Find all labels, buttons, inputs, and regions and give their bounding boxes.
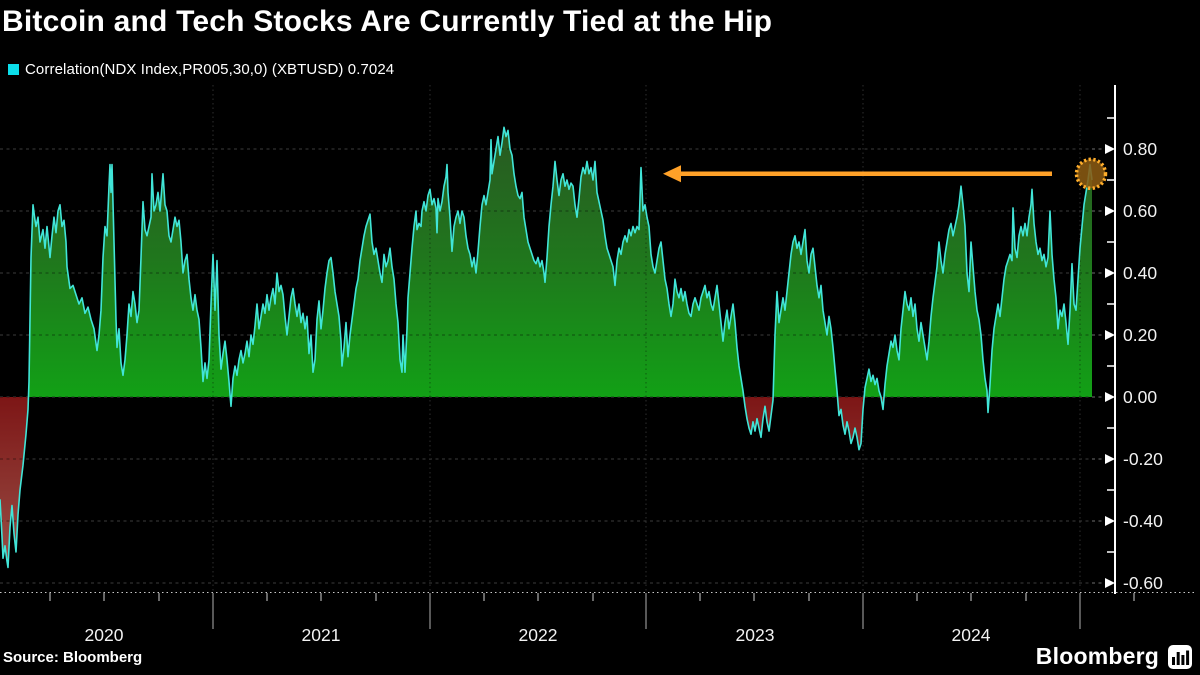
legend-swatch-icon: [8, 64, 19, 75]
y-major-tick-arrow: [1105, 516, 1115, 526]
y-tick-label: -0.60: [1123, 573, 1163, 593]
y-tick-label: 0.20: [1123, 325, 1157, 345]
area-positive: [0, 127, 1092, 397]
page-title: Bitcoin and Tech Stocks Are Currently Ti…: [2, 5, 773, 38]
y-major-tick-arrow: [1105, 268, 1115, 278]
y-tick-label: 0.40: [1123, 263, 1157, 283]
y-major-tick-arrow: [1105, 454, 1115, 464]
end-point-dotted-circle: [1074, 157, 1108, 191]
x-year-label: 2024: [952, 625, 991, 645]
y-tick-label: 0.00: [1123, 387, 1157, 407]
x-year-label: 2020: [85, 625, 124, 645]
legend: Correlation(NDX Index,PR005,30,0) (XBTUS…: [8, 61, 394, 78]
arrow-head-icon: [663, 165, 681, 183]
y-tick-label: 0.60: [1123, 201, 1157, 221]
correlation-line: [0, 126, 1093, 569]
bloomberg-terminal-icon: [1168, 644, 1192, 669]
x-year-label: 2022: [519, 625, 558, 645]
y-major-tick-arrow: [1105, 392, 1115, 402]
bloomberg-logo: Bloomberg: [1036, 643, 1192, 670]
y-tick-label: -0.40: [1123, 511, 1163, 531]
y-tick-label: 0.80: [1123, 139, 1157, 159]
gridline-overlay: [0, 85, 1092, 592]
source-credit: Source: Bloomberg: [3, 649, 143, 666]
annotation-arrow: [663, 165, 1052, 183]
y-axis: 0.80 0.60 0.40 0.20 0.00 -0.20 -0.40 -0.60: [1105, 85, 1163, 594]
x-year-label: 2023: [736, 625, 775, 645]
y-major-tick-arrow: [1105, 330, 1115, 340]
y-major-tick-arrow: [1105, 206, 1115, 216]
x-axis: 2020 2021 2022 2023 2024: [0, 592, 1196, 645]
y-major-tick-arrow: [1105, 578, 1115, 588]
y-tick-label: -0.20: [1123, 449, 1163, 469]
y-major-tick-arrow: [1105, 144, 1115, 154]
x-year-label: 2021: [302, 625, 341, 645]
legend-label: Correlation(NDX Index,PR005,30,0) (XBTUS…: [25, 61, 395, 78]
bloomberg-wordmark: Bloomberg: [1035, 643, 1159, 669]
